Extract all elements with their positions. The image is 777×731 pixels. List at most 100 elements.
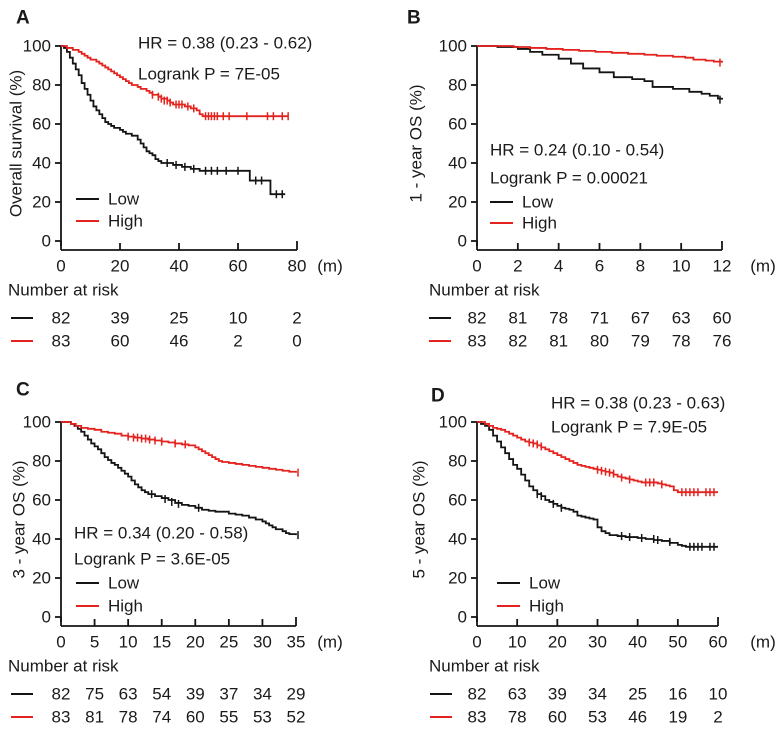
y-tick-label: 40: [32, 530, 51, 549]
risk-value-low: 54: [152, 685, 171, 704]
x-tick-label: 0: [56, 633, 65, 652]
legend-label-high: High: [108, 597, 143, 616]
km-curve-high: [477, 421, 718, 494]
km-curve-high: [477, 45, 723, 63]
y-tick-label: 40: [448, 154, 467, 173]
x-tick-label: 0: [472, 257, 481, 276]
risk-value-high: 55: [219, 708, 238, 727]
risk-value-high: 76: [713, 332, 732, 351]
x-tick-label: 40: [628, 633, 647, 652]
y-tick-label: 0: [42, 232, 51, 251]
x-tick-label: 20: [111, 257, 130, 276]
legend-label-low: Low: [108, 574, 140, 593]
risk-value-high: 83: [468, 332, 487, 351]
y-tick-label: 0: [42, 608, 51, 627]
legend-label-low: Low: [108, 190, 140, 209]
risk-value-high: 81: [85, 708, 104, 727]
x-tick-label: 8: [636, 257, 645, 276]
risk-value-high: 60: [111, 332, 130, 351]
x-tick-label: 30: [588, 633, 607, 652]
hr-annotation: HR = 0.24 (0.10 - 0.54): [490, 141, 664, 160]
x-tick-label: 20: [186, 633, 205, 652]
y-tick-label: 100: [439, 413, 467, 432]
x-tick-label: 12: [713, 257, 732, 276]
x-tick-label: 0: [472, 633, 481, 652]
logrank-annotation: Logrank P = 7.9E-05: [551, 418, 707, 437]
risk-value-low: 82: [468, 309, 487, 328]
y-tick-label: 40: [448, 530, 467, 549]
km-panel-C: C 0 20 40 60 80 100 3 - year OS (%) 0 5 10 15 20 25 30…: [8, 380, 343, 727]
x-tick-label: 4: [554, 257, 563, 276]
logrank-annotation: Logrank P = 3.6E-05: [74, 550, 230, 569]
panel-label: C: [16, 380, 30, 401]
risk-value-high: 60: [548, 708, 567, 727]
risk-value-high: 79: [631, 332, 650, 351]
risk-value-low: 16: [668, 685, 687, 704]
y-axis-title: Overall survival (%): [7, 70, 26, 217]
risk-value-high: 80: [590, 332, 609, 351]
risk-value-low: 82: [52, 685, 71, 704]
legend-label-low: Low: [529, 574, 561, 593]
risk-value-high: 78: [672, 332, 691, 351]
y-tick-label: 100: [23, 413, 51, 432]
risk-value-low: 29: [287, 685, 306, 704]
legend-label-high: High: [529, 597, 564, 616]
risk-value-high: 52: [287, 708, 306, 727]
x-tick-label: 10: [119, 633, 138, 652]
risk-value-high: 2: [713, 708, 722, 727]
risk-value-high: 74: [152, 708, 171, 727]
risk-value-low: 39: [186, 685, 205, 704]
risk-value-low: 63: [508, 685, 527, 704]
y-tick-label: 20: [32, 569, 51, 588]
km-panel-D: D 0 20 40 60 80 100 5 - year OS (%) 0 10 20 30 40 50 6…: [410, 386, 776, 727]
y-tick-label: 60: [448, 491, 467, 510]
risk-value-high: 83: [52, 708, 71, 727]
risk-value-low: 10: [229, 309, 248, 328]
risk-table-header: Number at risk: [429, 657, 540, 676]
risk-value-high: 2: [233, 332, 242, 351]
panel-label: A: [16, 8, 30, 29]
x-tick-label: 15: [152, 633, 171, 652]
y-axis-title: 1 - year OS (%): [407, 84, 426, 202]
risk-value-high: 60: [186, 708, 205, 727]
risk-value-low: 63: [672, 309, 691, 328]
x-tick-label: 60: [229, 257, 248, 276]
y-axis-title: 5 - year OS (%): [410, 460, 429, 578]
panel-label: B: [407, 8, 421, 29]
risk-value-high: 0: [292, 332, 301, 351]
x-tick-label: 35: [287, 633, 306, 652]
risk-value-low: 37: [219, 685, 238, 704]
risk-value-high: 81: [549, 332, 568, 351]
risk-value-low: 63: [119, 685, 138, 704]
km-curve-low: [61, 421, 297, 536]
x-tick-label: 60: [709, 633, 728, 652]
risk-value-high: 82: [508, 332, 527, 351]
y-tick-label: 80: [448, 452, 467, 471]
x-tick-label: 0: [56, 257, 65, 276]
x-tick-label: 80: [288, 257, 307, 276]
risk-value-high: 83: [52, 332, 71, 351]
x-axis-unit: (m): [317, 257, 342, 276]
legend-label-high: High: [522, 214, 557, 233]
y-axis-title: 3 - year OS (%): [10, 460, 29, 578]
x-tick-label: 10: [508, 633, 527, 652]
risk-table-header: Number at risk: [8, 657, 119, 676]
y-tick-label: 100: [439, 37, 467, 56]
risk-value-low: 71: [590, 309, 609, 328]
y-tick-label: 20: [32, 193, 51, 212]
risk-value-low: 25: [170, 309, 189, 328]
risk-value-low: 2: [292, 309, 301, 328]
hr-annotation: HR = 0.38 (0.23 - 0.62): [138, 34, 312, 53]
risk-value-high: 78: [508, 708, 527, 727]
logrank-annotation: Logrank P = 0.00021: [490, 169, 648, 188]
km-curve-low: [477, 421, 718, 548]
y-tick-label: 20: [448, 569, 467, 588]
hr-annotation: HR = 0.38 (0.23 - 0.63): [551, 394, 725, 413]
y-tick-label: 60: [448, 115, 467, 134]
risk-value-low: 82: [468, 685, 487, 704]
km-panel-B: B 0 20 40 60 80 100 1 - year OS (%) 0 2 4 6 8 10 12 (m)…: [407, 8, 776, 351]
risk-value-low: 75: [85, 685, 104, 704]
x-tick-label: 30: [253, 633, 272, 652]
y-tick-label: 60: [32, 115, 51, 134]
